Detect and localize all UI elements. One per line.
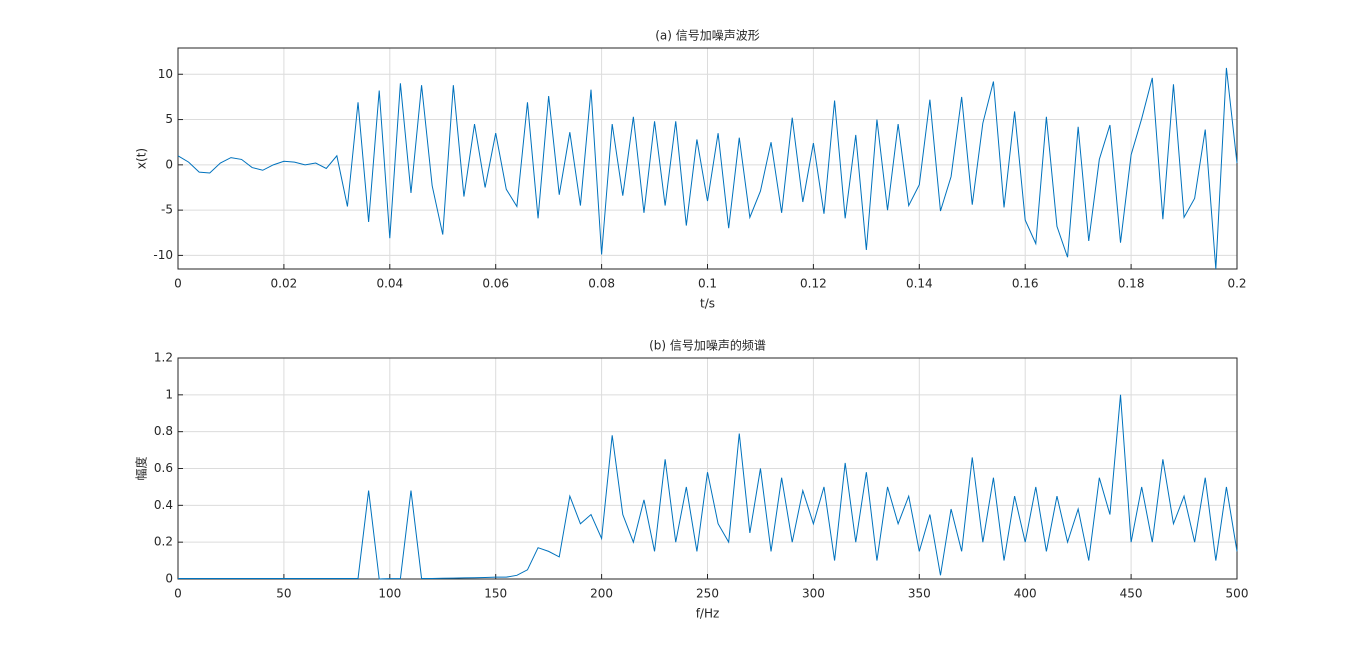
x-tick-label: 400 <box>1014 587 1037 601</box>
x-tick-label: 0.06 <box>482 277 509 291</box>
x-tick-label: 0.2 <box>1227 277 1246 291</box>
x-tick-label: 0.1 <box>698 277 717 291</box>
x-tick-label: 200 <box>590 587 613 601</box>
axes-box <box>177 47 1238 270</box>
y-tick-label: -5 <box>161 203 173 217</box>
y-tick-label: 0 <box>165 157 173 171</box>
x-tick-label: 0.04 <box>376 277 403 291</box>
data-line <box>178 394 1238 580</box>
data-line <box>177 67 1238 270</box>
x-tick-label: 350 <box>908 587 931 601</box>
y-tick-label: 1 <box>165 387 173 401</box>
axes-box <box>177 357 1238 580</box>
y-tick-label: 0.4 <box>154 498 173 512</box>
x-tick-label: 450 <box>1120 587 1143 601</box>
y-tick-label: -10 <box>153 248 173 262</box>
y-axis-label: x(t) <box>135 148 149 169</box>
x-tick-label: 50 <box>276 587 291 601</box>
y-tick-label: 10 <box>158 67 173 81</box>
y-axis-label: 幅度 <box>134 456 149 480</box>
chart-title: (b) 信号加噪声的频谱 <box>649 338 766 353</box>
y-tick-label: 0.2 <box>154 535 173 549</box>
x-tick-label: 500 <box>1226 587 1249 601</box>
x-tick-label: 0 <box>174 587 182 601</box>
x-axis-label: f/Hz <box>696 607 720 621</box>
x-tick-label: 0.12 <box>800 277 827 291</box>
chart-title: (a) 信号加噪声波形 <box>655 29 760 43</box>
x-tick-label: 150 <box>484 587 507 601</box>
x-tick-label: 0.14 <box>906 277 933 291</box>
x-tick-label: 0 <box>174 277 182 291</box>
x-tick-label: 100 <box>378 587 401 601</box>
x-tick-label: 0.16 <box>1012 277 1039 291</box>
x-axis-label: t/s <box>700 297 715 311</box>
x-tick-label: 0.18 <box>1118 277 1145 291</box>
y-tick-label: 0.8 <box>154 424 173 438</box>
x-tick-label: 300 <box>802 587 825 601</box>
x-tick-label: 250 <box>696 587 719 601</box>
y-tick-label: 0.6 <box>154 461 173 475</box>
x-tick-label: 0.08 <box>588 277 615 291</box>
y-tick-label: 1.2 <box>154 351 173 365</box>
y-tick-label: 0 <box>165 572 173 586</box>
x-tick-label: 0.02 <box>271 277 298 291</box>
y-tick-label: 5 <box>165 112 173 126</box>
